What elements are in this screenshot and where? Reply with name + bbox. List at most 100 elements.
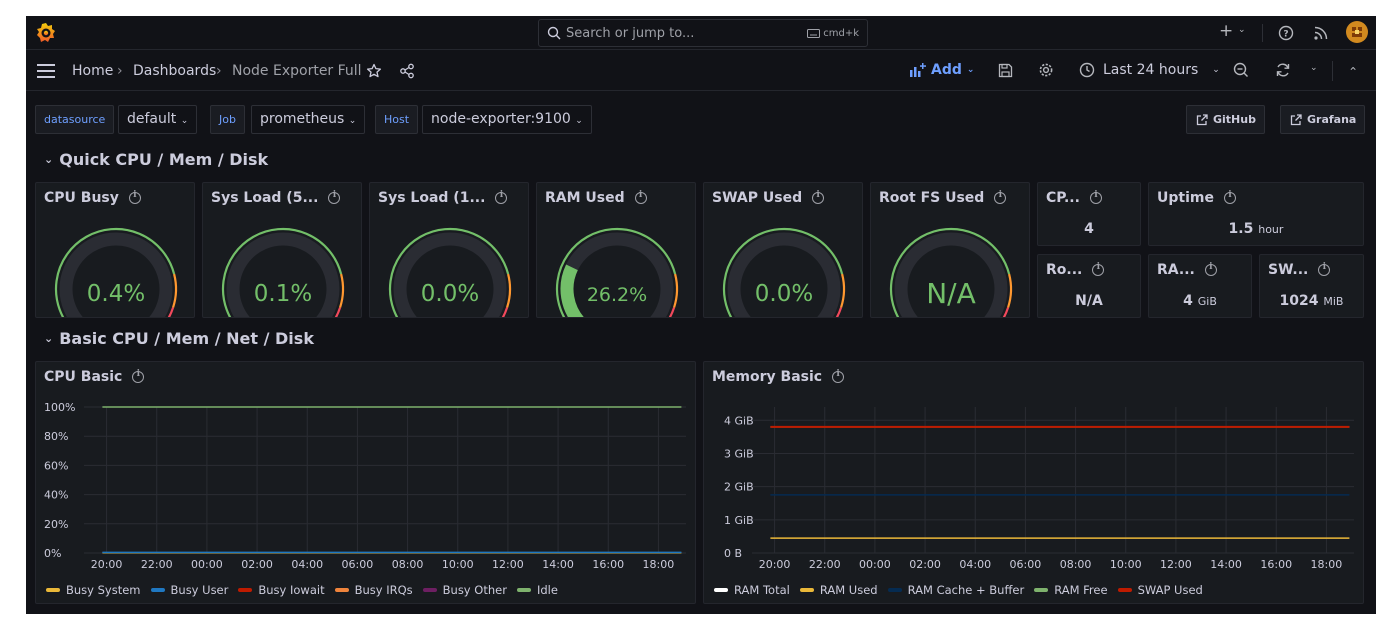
info-icon[interactable] — [1204, 262, 1217, 276]
grafana-link-button[interactable]: Grafana — [1280, 105, 1366, 134]
info-icon[interactable] — [832, 369, 845, 383]
stat-panel-cpu-cores[interactable]: CP... 4 — [1037, 182, 1141, 246]
panel-title: Sys Load (1... — [378, 190, 486, 206]
info-icon[interactable] — [128, 190, 141, 204]
gauge-threshold-green — [388, 227, 510, 317]
github-link-button[interactable]: GitHub — [1186, 105, 1265, 134]
info-icon[interactable] — [1318, 262, 1331, 276]
save-icon[interactable] — [998, 63, 1013, 78]
menu-icon[interactable] — [37, 64, 55, 78]
breadcrumb-home[interactable]: Home — [72, 63, 114, 79]
toolbar-divider — [1262, 24, 1263, 42]
legend-item[interactable]: Idle — [516, 583, 558, 597]
stat-panel-ram-total[interactable]: RA... 4 GiB — [1148, 254, 1252, 318]
gauge-panel[interactable]: Sys Load (1... 0.0% — [369, 182, 529, 318]
keyboard-icon — [807, 29, 821, 38]
gauge-dial: 26.2% — [555, 227, 679, 317]
rss-news-icon[interactable] — [1314, 26, 1328, 40]
breadcrumb-dashboards[interactable]: Dashboards — [133, 63, 217, 79]
chevron-up-icon[interactable]: ⌄ — [1348, 64, 1359, 78]
search-input[interactable]: Search or jump to... cmd+k — [538, 19, 868, 47]
variable-select-job[interactable]: prometheus ⌄ — [251, 105, 366, 134]
time-range-picker[interactable]: Last 24 hours ⌄ — [1079, 62, 1220, 78]
info-icon[interactable] — [994, 190, 1007, 204]
x-tick-label: 22:00 — [809, 558, 841, 571]
legend-swatch — [1034, 588, 1049, 592]
gauge-panel[interactable]: CPU Busy 0.4% — [35, 182, 195, 318]
avatar[interactable] — [1346, 21, 1368, 43]
legend-swatch — [46, 588, 60, 592]
info-icon[interactable] — [1223, 190, 1236, 204]
y-tick-label: 2 GiB — [724, 481, 754, 494]
gauge-panel[interactable]: SWAP Used 0.0% — [703, 182, 863, 318]
gauge-threshold-green — [555, 227, 677, 317]
legend-label: RAM Cache + Buffer — [907, 583, 1025, 597]
y-tick-label: 4 GiB — [724, 414, 754, 427]
help-icon[interactable]: ? — [1278, 25, 1294, 41]
x-tick-label: 18:00 — [643, 558, 675, 571]
stat-panel-swap-total[interactable]: SW... 1024 MiB — [1259, 254, 1364, 318]
legend-item[interactable]: Busy IRQs — [334, 583, 413, 597]
row-header-basic[interactable]: ⌄ Basic CPU / Mem / Net / Disk — [44, 329, 314, 348]
dashboard-variables: datasource default ⌄ Job prometheus ⌄ Ho… — [26, 102, 1376, 136]
legend-item[interactable]: Busy System — [46, 583, 141, 597]
info-icon[interactable] — [1089, 190, 1102, 204]
legend-item[interactable]: RAM Used — [799, 583, 878, 597]
breadcrumb-separator: › — [117, 63, 123, 79]
legend-item[interactable]: RAM Free — [1034, 583, 1108, 597]
refresh-icon[interactable] — [1275, 62, 1291, 78]
plus-icon[interactable]: + — [1219, 21, 1234, 41]
gear-icon[interactable] — [1038, 62, 1054, 78]
legend-item[interactable]: RAM Total — [714, 583, 790, 597]
panel-title: Ro... — [1046, 262, 1083, 278]
info-icon[interactable] — [812, 190, 825, 204]
info-icon[interactable] — [328, 190, 341, 204]
gauge-panel[interactable]: Sys Load (5... 0.1% — [202, 182, 362, 318]
variable-select-datasource[interactable]: default ⌄ — [118, 105, 198, 134]
legend-item[interactable]: SWAP Used — [1117, 583, 1203, 597]
memory-chart-legend: RAM Total RAM Used RAM Cache + Buffer RAM F… — [714, 583, 1203, 597]
legend-item[interactable]: Busy Iowait — [238, 583, 325, 597]
x-tick-label: 00:00 — [859, 558, 891, 571]
chevron-down-icon: ⌄ — [44, 332, 54, 345]
gauge-value: 26.2% — [587, 284, 647, 306]
info-icon[interactable] — [634, 190, 647, 204]
external-link-icon — [1196, 114, 1208, 126]
gauge-threshold-orange — [172, 273, 178, 308]
chevron-down-icon[interactable]: ⌄ — [1310, 63, 1318, 73]
y-tick-label: 0 B — [724, 547, 742, 560]
stat-panel-rootfs-total[interactable]: Ro... N/A — [1037, 254, 1141, 318]
gauge-panel[interactable]: Root FS Used N/A — [870, 182, 1030, 318]
panel-title: SWAP Used — [712, 190, 803, 206]
x-tick-label: 12:00 — [492, 558, 524, 571]
memory-basic-panel[interactable]: Memory Basic 0 B 1 GiB 2 GiB 3 GiB 4 GiB 20:0… — [703, 361, 1364, 604]
gauge-panel[interactable]: RAM Used 26.2% — [536, 182, 696, 318]
legend-item[interactable]: Busy User — [150, 583, 228, 597]
x-tick-label: 10:00 — [442, 558, 474, 571]
chevron-down-icon[interactable]: ⌄ — [1238, 25, 1246, 35]
legend-item[interactable]: RAM Cache + Buffer — [887, 583, 1025, 597]
y-tick-label: 1 GiB — [724, 514, 754, 527]
gauge-threshold-green — [221, 227, 343, 317]
stat-panel-uptime[interactable]: Uptime 1.5 hour — [1148, 182, 1364, 246]
legend-swatch — [150, 588, 165, 592]
info-icon[interactable] — [1092, 262, 1105, 276]
grafana-window: Search or jump to... cmd+k + ⌄ ? Home › … — [26, 16, 1376, 614]
info-icon[interactable] — [495, 190, 508, 204]
gauge-dial: 0.0% — [722, 227, 846, 317]
y-tick-label: 40% — [44, 489, 68, 502]
row-header-quick[interactable]: ⌄ Quick CPU / Mem / Disk — [44, 150, 269, 169]
info-icon[interactable] — [132, 369, 145, 383]
grafana-logo-icon[interactable] — [34, 21, 58, 45]
share-icon[interactable] — [399, 63, 415, 79]
zoom-out-icon[interactable] — [1233, 62, 1249, 78]
legend-item[interactable]: Busy Other — [422, 583, 507, 597]
gauge-track — [894, 232, 1008, 317]
star-icon[interactable] — [366, 63, 382, 79]
add-panel-icon — [910, 63, 926, 77]
panel-title: RAM Used — [545, 190, 625, 206]
x-tick-label: 10:00 — [1110, 558, 1142, 571]
add-button[interactable]: Add ⌄ — [910, 62, 974, 78]
variable-select-host[interactable]: node-exporter:9100 ⌄ — [422, 105, 592, 134]
cpu-basic-panel[interactable]: CPU Basic 0% 20% 40% 60% 80% 100% 20:00 22:00 00… — [35, 361, 696, 604]
